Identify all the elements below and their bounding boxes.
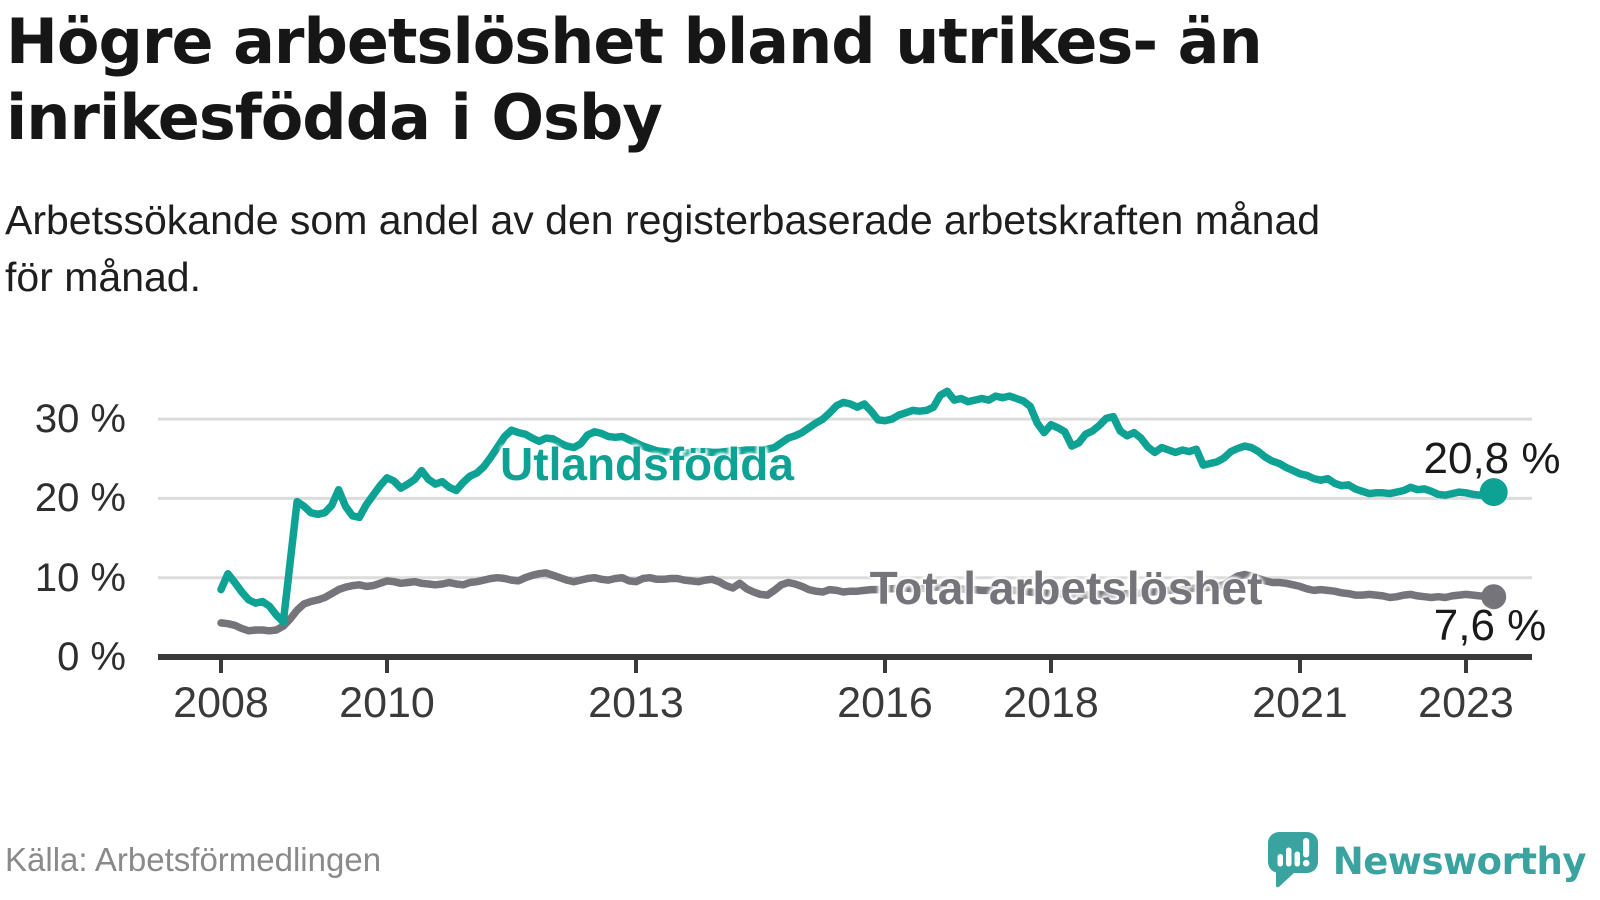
x-axis-label: 2010 [339,679,435,727]
y-axis-label: 0 % [57,635,126,679]
newsworthy-speech-bubble-icon [1267,832,1318,888]
series-label-utlandsfodda: Utlandsfödda [500,438,794,490]
y-axis-label: 30 % [34,397,126,442]
x-axis-label: 2023 [1418,679,1514,727]
newsworthy-logo-text: Newsworthy [1332,839,1587,883]
x-axis-label: 2016 [837,679,933,727]
page-subtitle: Arbetssökande som andel av den registerb… [5,197,1321,300]
x-axis-label: 2008 [173,679,269,727]
x-axis-label: 2013 [588,679,684,727]
end-value-label-utlandsfodda: 20,8 % [1423,434,1561,483]
end-value-label-total: 7,6 % [1433,601,1547,650]
x-axis-label: 2021 [1252,679,1348,727]
series-label-total-arbetsloshet: Total arbetslöshet [869,562,1263,614]
y-axis-label: 20 % [34,476,126,521]
newsworthy-logo: Newsworthy [1267,832,1587,890]
source-note: Källa: Arbetsförmedlingen [5,841,382,878]
y-axis-label: 10 % [34,555,126,600]
page-title: Högre arbetslöshet bland utrikes- än inr… [6,5,1263,154]
x-axis-label: 2018 [1003,679,1099,727]
